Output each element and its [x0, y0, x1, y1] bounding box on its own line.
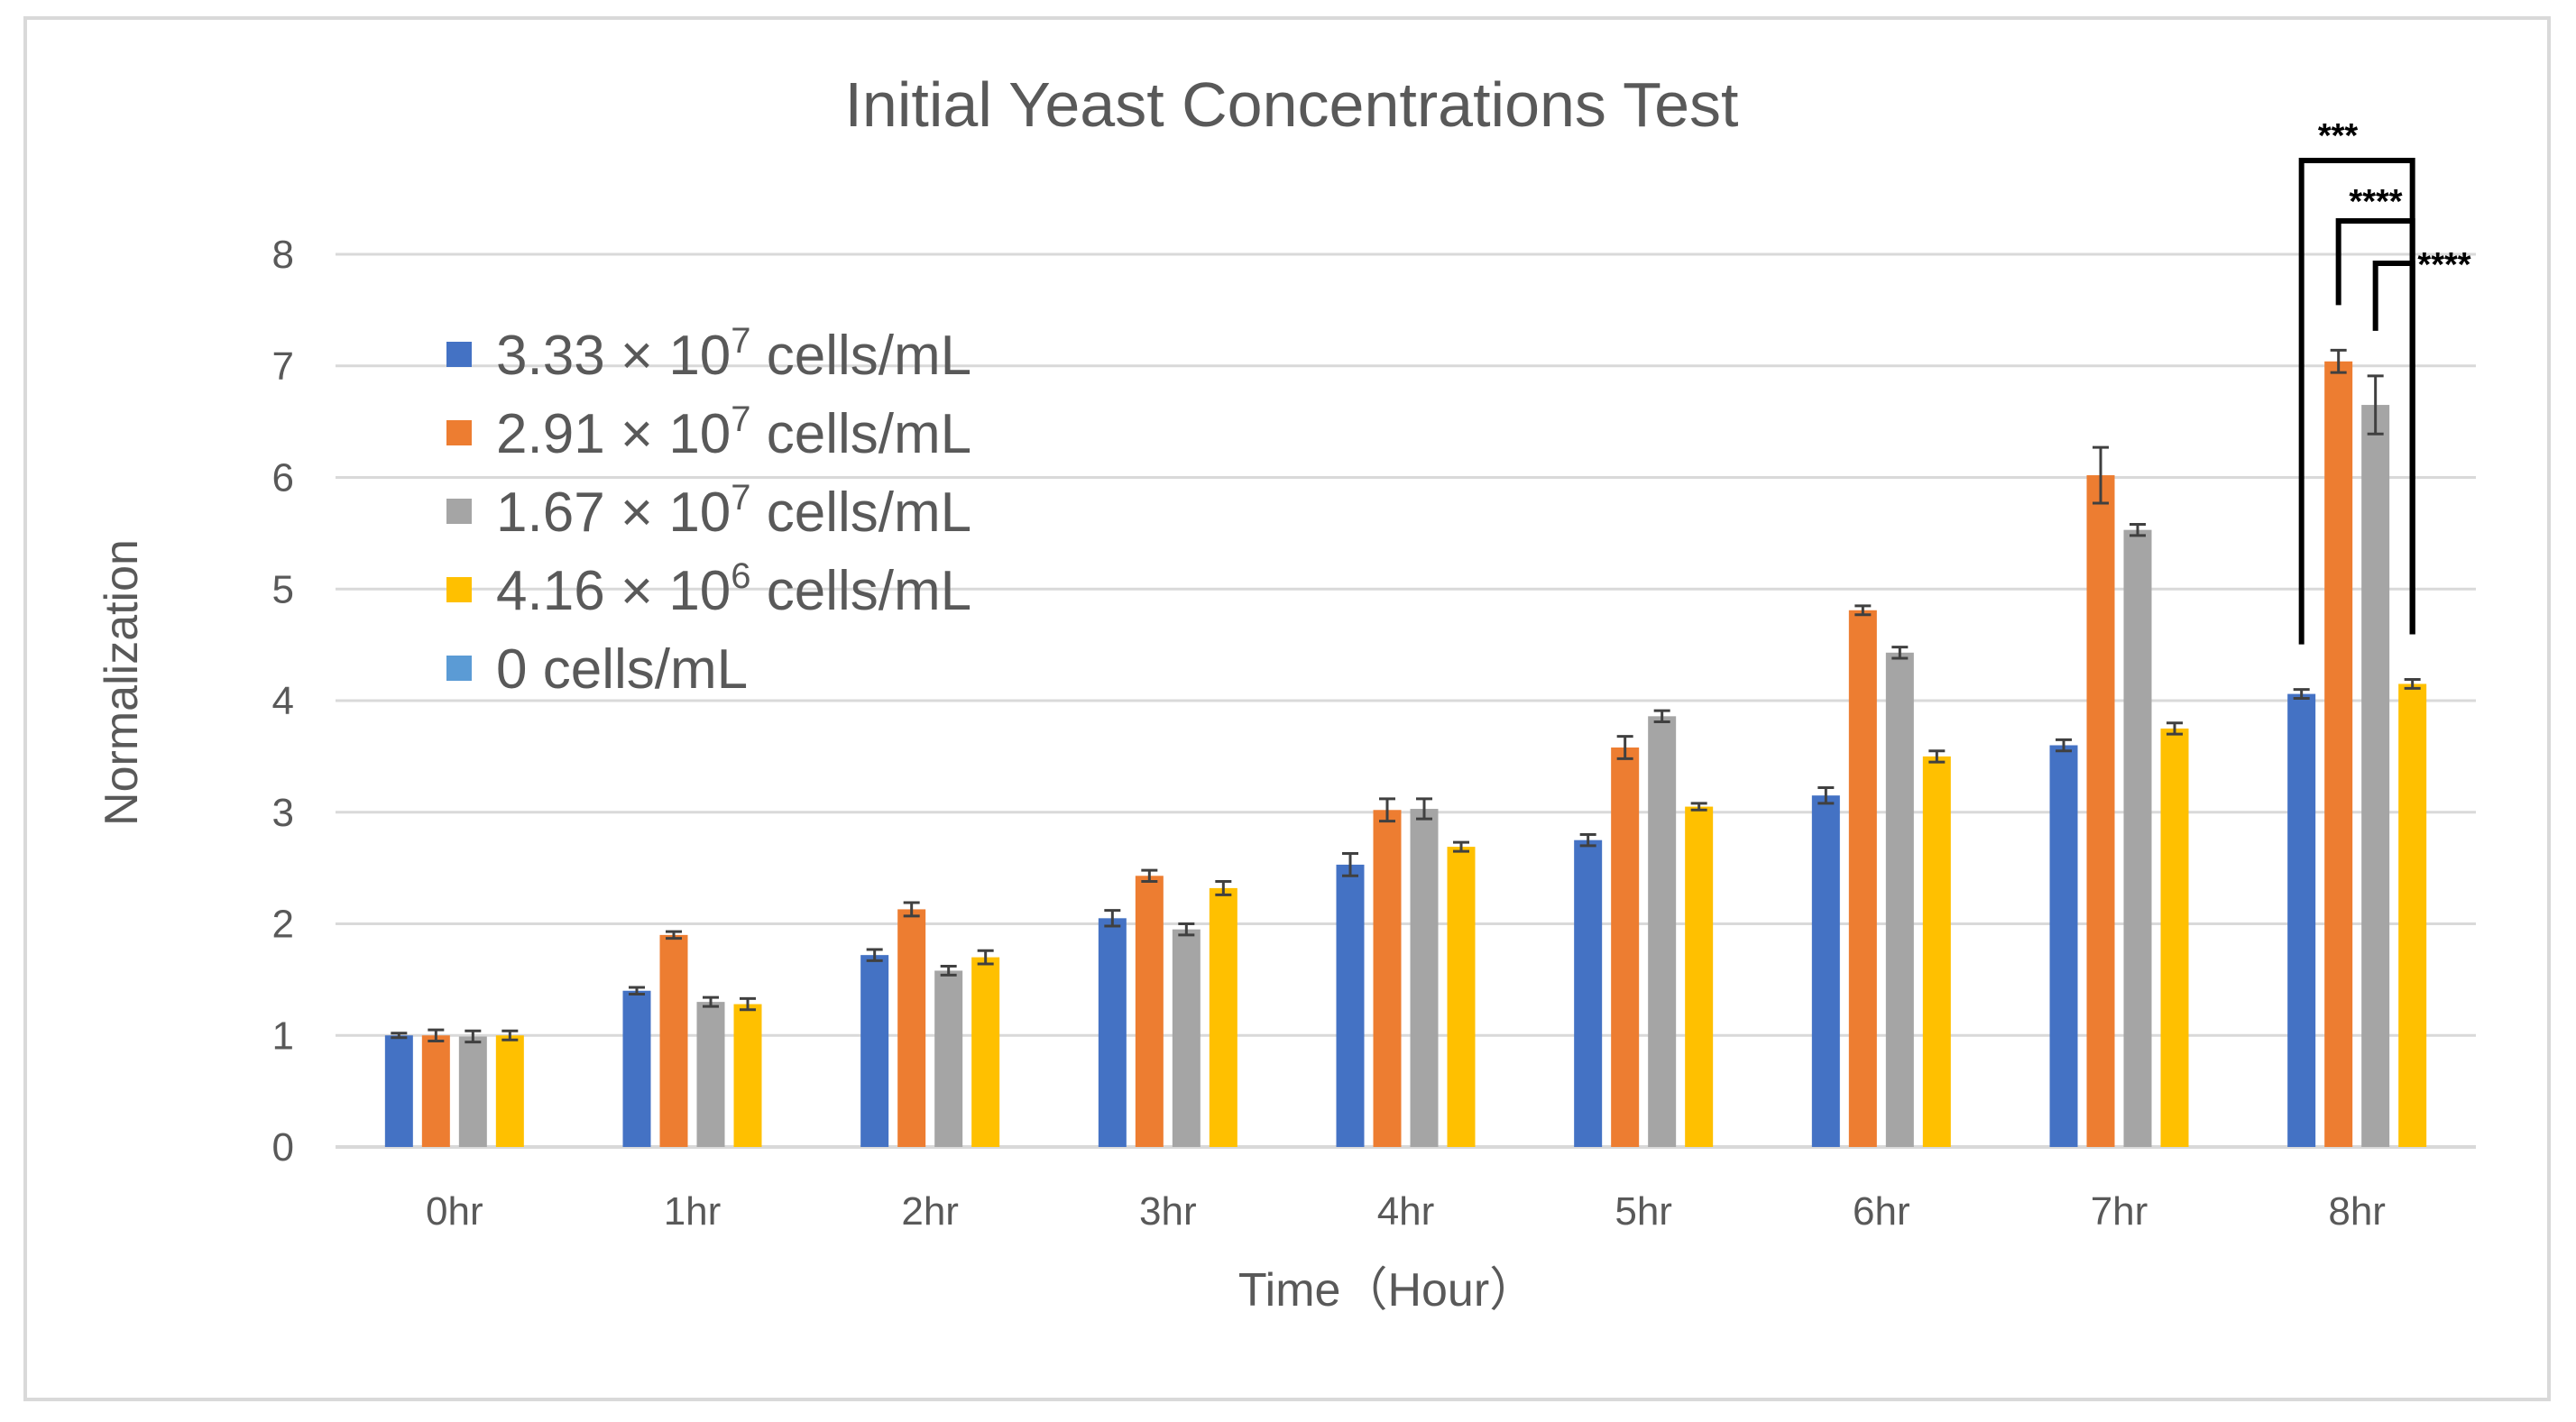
legend-label: 0 cells/mL — [496, 638, 748, 701]
bar-6hr-series-2 — [1885, 652, 1914, 1147]
bar-6hr-series-1 — [1848, 610, 1877, 1147]
bar-0hr-series-0 — [384, 1035, 413, 1147]
x-tick-label: 0hr — [426, 1189, 483, 1234]
significance-label: *** — [2318, 117, 2359, 155]
x-axis-ticks: 0hr 1hr 2hr 3hr 4hr 5hr 6hr 7hr 8hr — [426, 1189, 2386, 1234]
x-tick-label: 6hr — [1853, 1189, 1910, 1234]
bars — [384, 348, 2427, 1147]
legend-swatch — [446, 499, 472, 524]
legend-label: 1.67 × 107 cells/mL — [496, 478, 971, 544]
legend-label: 2.91 × 107 cells/mL — [496, 399, 971, 465]
bar-5hr-series-2 — [1648, 716, 1677, 1147]
chart-title: Initial Yeast Concentrations Test — [844, 69, 1738, 140]
y-tick-label: 1 — [272, 1014, 294, 1058]
bar-1hr-series-1 — [659, 934, 688, 1147]
legend: 3.33 × 107 cells/mL 2.91 × 107 cells/mL 1.… — [446, 321, 971, 701]
y-axis-ticks: 0 1 2 3 4 5 6 7 8 — [272, 233, 294, 1170]
bar-2hr-series-1 — [897, 909, 926, 1147]
y-tick-label: 7 — [272, 344, 294, 389]
bar-8hr-series-1 — [2324, 361, 2353, 1147]
bar-1hr-series-0 — [622, 990, 651, 1147]
legend-label: 3.33 × 107 cells/mL — [496, 321, 971, 387]
bar-3hr-series-1 — [1135, 876, 1164, 1147]
bar-1hr-series-2 — [696, 1002, 725, 1147]
bar-0hr-series-2 — [458, 1036, 487, 1147]
bar-8hr-series-2 — [2361, 405, 2390, 1147]
bar-3hr-series-0 — [1098, 918, 1127, 1147]
bar-6hr-series-3 — [1922, 756, 1951, 1147]
bar-2hr-series-3 — [971, 957, 1000, 1147]
x-tick-label: 1hr — [664, 1189, 722, 1234]
bar-7hr-series-3 — [2160, 728, 2189, 1147]
bar-4hr-series-2 — [1410, 809, 1439, 1147]
x-tick-label: 4hr — [1377, 1189, 1435, 1234]
y-tick-label: 8 — [272, 233, 294, 277]
significance-annotations: *********** — [2298, 117, 2471, 645]
legend-label: 4.16 × 106 cells/mL — [496, 556, 971, 622]
bar-8hr-series-0 — [2287, 693, 2316, 1147]
x-tick-label: 3hr — [1139, 1189, 1197, 1234]
bar-0hr-series-1 — [421, 1035, 450, 1147]
bar-7hr-series-0 — [2049, 745, 2078, 1147]
x-tick-label: 5hr — [1615, 1189, 1672, 1234]
bar-2hr-series-0 — [860, 955, 889, 1147]
bar-4hr-series-1 — [1373, 810, 1402, 1147]
bar-3hr-series-2 — [1172, 929, 1201, 1147]
y-tick-label: 5 — [272, 567, 294, 611]
significance-label: **** — [2349, 183, 2402, 221]
significance-bracket — [2298, 158, 2415, 645]
y-tick-label: 0 — [272, 1125, 294, 1170]
bar-7hr-series-2 — [2123, 529, 2152, 1147]
x-tick-label: 2hr — [901, 1189, 959, 1234]
x-tick-label: 8hr — [2328, 1189, 2386, 1234]
significance-label: **** — [2417, 246, 2470, 284]
bar-5hr-series-3 — [1685, 806, 1714, 1147]
x-axis-label: Time（Hour） — [1238, 1264, 1536, 1316]
x-tick-label: 7hr — [2091, 1189, 2148, 1234]
bar-8hr-series-3 — [2398, 683, 2427, 1147]
bar-1hr-series-3 — [733, 1004, 762, 1147]
y-tick-label: 3 — [272, 791, 294, 835]
y-tick-label: 2 — [272, 903, 294, 947]
gridlines — [336, 252, 2476, 1149]
legend-swatch — [446, 577, 472, 602]
y-tick-label: 6 — [272, 456, 294, 500]
y-axis-label: Normalization — [96, 539, 148, 826]
bar-2hr-series-2 — [934, 970, 963, 1147]
y-tick-label: 4 — [272, 679, 294, 723]
bar-4hr-series-3 — [1447, 847, 1476, 1147]
bar-5hr-series-1 — [1611, 747, 1640, 1147]
significance-bracket — [2372, 261, 2415, 635]
legend-swatch — [446, 656, 472, 681]
bar-3hr-series-3 — [1209, 887, 1237, 1147]
bar-0hr-series-3 — [495, 1035, 524, 1147]
bar-5hr-series-0 — [1574, 839, 1603, 1147]
bar-4hr-series-0 — [1336, 864, 1365, 1147]
bar-7hr-series-1 — [2086, 475, 2115, 1147]
legend-swatch — [446, 420, 472, 445]
legend-swatch — [446, 342, 472, 367]
bar-6hr-series-0 — [1811, 795, 1840, 1147]
